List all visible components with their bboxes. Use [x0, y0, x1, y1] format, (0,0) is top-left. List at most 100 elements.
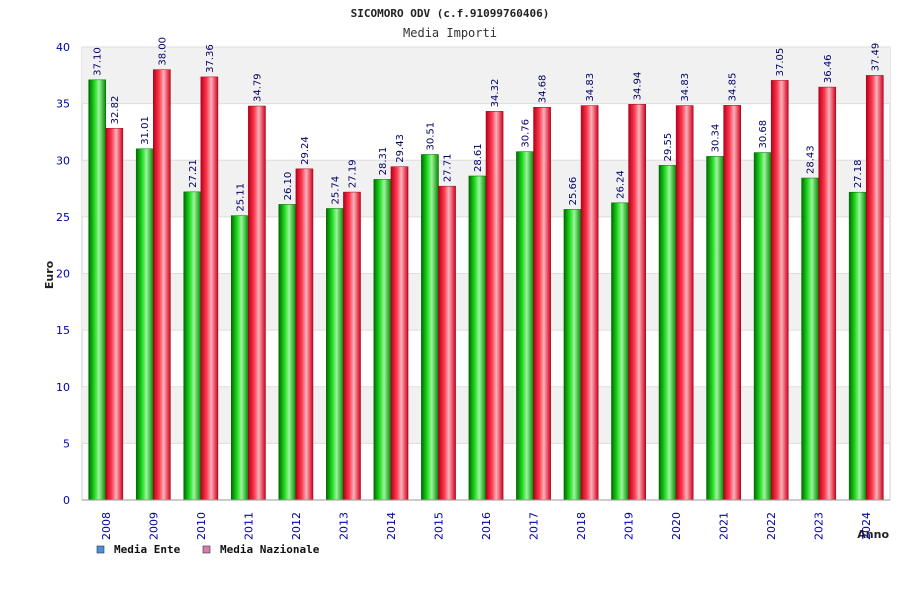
y-axis-label: Euro — [43, 260, 56, 289]
bar-media-ente-2019 — [611, 202, 629, 501]
x-tick-label-2015: 2015 — [432, 512, 445, 540]
value-label-media-ente-2024: 27.18 — [853, 160, 864, 189]
value-label-media-nazionale-2008: 32.82 — [110, 96, 121, 125]
x-tick-label-2023: 2023 — [813, 512, 826, 540]
bar-media-ente-2008 — [88, 79, 107, 501]
bar-media-ente-2012 — [278, 204, 297, 501]
y-tick-label: 15 — [56, 324, 70, 337]
value-label-media-ente-2008: 37.10 — [93, 47, 104, 76]
x-tick-label-2008: 2008 — [100, 512, 113, 540]
value-labels: 37.10 32.82 31.01 38.00 27.21 37.36 25.11 34.79… — [93, 37, 882, 212]
legend-swatch-media-ente — [96, 545, 105, 554]
value-label-media-ente-2015: 30.51 — [425, 122, 436, 151]
value-label-media-ente-2009: 31.01 — [140, 116, 151, 145]
x-tick-label-2022: 2022 — [765, 512, 778, 540]
bar-media-nazionale-2021 — [723, 105, 742, 501]
x-tick-label-2009: 2009 — [147, 512, 160, 540]
x-tick-label-2024: 2024 — [860, 512, 873, 540]
value-label-media-ente-2014: 28.31 — [378, 147, 389, 176]
bar-media-nazionale-2018 — [580, 105, 599, 501]
x-tick-label-2013: 2013 — [337, 512, 350, 540]
y-tick-label: 40 — [56, 41, 70, 54]
bar-media-nazionale-2009 — [153, 69, 171, 501]
bar-media-nazionale-2017 — [533, 106, 551, 501]
value-label-media-ente-2020: 29.55 — [663, 133, 674, 162]
value-label-media-ente-2019: 26.24 — [616, 170, 627, 199]
x-axis-label: Anno — [857, 528, 889, 541]
x-tick-label-2010: 2010 — [195, 512, 208, 540]
value-label-media-nazionale-2021: 34.85 — [728, 73, 739, 102]
y-tick-label: 20 — [56, 268, 70, 281]
value-label-media-nazionale-2019: 34.94 — [633, 72, 644, 101]
value-label-media-nazionale-2020: 34.83 — [680, 73, 691, 102]
value-label-media-ente-2012: 26.10 — [283, 172, 294, 201]
bar-media-ente-2011 — [230, 215, 249, 501]
value-label-media-ente-2023: 28.43 — [806, 145, 817, 174]
bar-media-nazionale-2015 — [438, 185, 456, 501]
value-label-media-nazionale-2023: 36.46 — [823, 54, 834, 83]
value-label-media-ente-2021: 30.34 — [711, 124, 722, 153]
x-tick-label-2014: 2014 — [385, 512, 398, 540]
value-label-media-ente-2018: 25.66 — [568, 177, 579, 206]
bar-media-ente-2013 — [326, 208, 344, 501]
bar-media-nazionale-2013 — [343, 191, 361, 501]
x-tick-label-2016: 2016 — [480, 512, 493, 540]
bar-media-ente-2015 — [421, 154, 439, 501]
value-label-media-nazionale-2010: 37.36 — [205, 44, 216, 73]
bar-media-nazionale-2024 — [865, 75, 884, 501]
bar-media-ente-2010 — [183, 191, 202, 501]
bar-media-ente-2018 — [563, 209, 582, 501]
value-label-media-nazionale-2014: 29.43 — [395, 134, 406, 163]
bar-media-nazionale-2019 — [628, 104, 646, 501]
value-label-media-nazionale-2018: 34.83 — [585, 73, 596, 102]
x-tick-label-2017: 2017 — [528, 512, 541, 540]
value-label-media-ente-2013: 25.74 — [330, 176, 341, 205]
legend-label-media-ente: Media Ente — [114, 543, 181, 556]
value-label-media-nazionale-2011: 34.79 — [252, 73, 263, 102]
bar-media-nazionale-2016 — [485, 111, 504, 501]
value-label-media-ente-2017: 30.76 — [520, 119, 531, 148]
x-tick-label-2019: 2019 — [623, 512, 636, 540]
x-tick-label-2011: 2011 — [242, 512, 255, 540]
bars — [88, 69, 884, 501]
value-label-media-nazionale-2013: 27.19 — [347, 159, 358, 188]
chart-title: SICOMORO ODV (c.f.91099760406) — [351, 7, 550, 20]
chart-subtitle: Media Importi — [403, 26, 497, 40]
bar-media-nazionale-2020 — [675, 105, 694, 501]
value-label-media-nazionale-2009: 38.00 — [157, 37, 168, 66]
y-tick-label: 35 — [56, 98, 70, 111]
bar-media-nazionale-2011 — [248, 105, 266, 501]
bar-media-ente-2021 — [706, 156, 724, 501]
value-label-media-ente-2011: 25.11 — [235, 183, 246, 212]
x-tick-label-2018: 2018 — [575, 512, 588, 540]
y-ticks: 0 5 10 15 20 25 30 35 40 — [56, 41, 70, 507]
y-tick-label: 25 — [56, 211, 70, 224]
value-label-media-nazionale-2024: 37.49 — [870, 43, 881, 72]
bar-media-nazionale-2014 — [390, 166, 409, 501]
bar-media-ente-2020 — [658, 165, 677, 501]
bar-media-ente-2024 — [848, 191, 867, 501]
legend-label-media-nazionale: Media Nazionale — [220, 543, 320, 556]
x-tick-label-2021: 2021 — [718, 512, 731, 540]
bar-media-ente-2009 — [135, 148, 154, 501]
bar-media-nazionale-2023 — [818, 86, 837, 501]
x-tick-label-2020: 2020 — [670, 512, 683, 540]
y-tick-label: 5 — [63, 437, 70, 450]
legend-swatch-media-nazionale — [202, 545, 211, 554]
bar-media-nazionale-2010 — [200, 76, 219, 501]
bar-media-ente-2022 — [753, 152, 772, 501]
bar-media-nazionale-2022 — [770, 80, 789, 501]
bar-media-ente-2017 — [516, 151, 534, 501]
value-label-media-nazionale-2022: 37.05 — [775, 48, 786, 77]
value-label-media-ente-2022: 30.68 — [758, 120, 769, 149]
bar-media-nazionale-2008 — [105, 128, 124, 501]
bar-media-ente-2014 — [373, 179, 392, 501]
bar-media-ente-2023 — [801, 177, 819, 501]
y-tick-label: 0 — [63, 494, 70, 507]
value-label-media-ente-2010: 27.21 — [188, 159, 199, 188]
legend: Media Ente Media Nazionale — [96, 543, 320, 556]
bar-media-nazionale-2012 — [295, 168, 314, 501]
y-tick-label: 10 — [56, 381, 70, 394]
value-label-media-nazionale-2012: 29.24 — [300, 136, 311, 165]
